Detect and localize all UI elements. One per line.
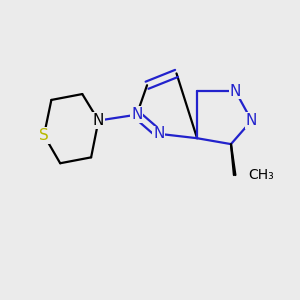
Text: N: N [230,84,241,99]
Text: N: N [93,113,104,128]
Text: S: S [39,128,49,143]
Text: CH₃: CH₃ [249,168,274,182]
Text: N: N [131,107,142,122]
Text: N: N [153,126,164,141]
Text: N: N [246,113,257,128]
